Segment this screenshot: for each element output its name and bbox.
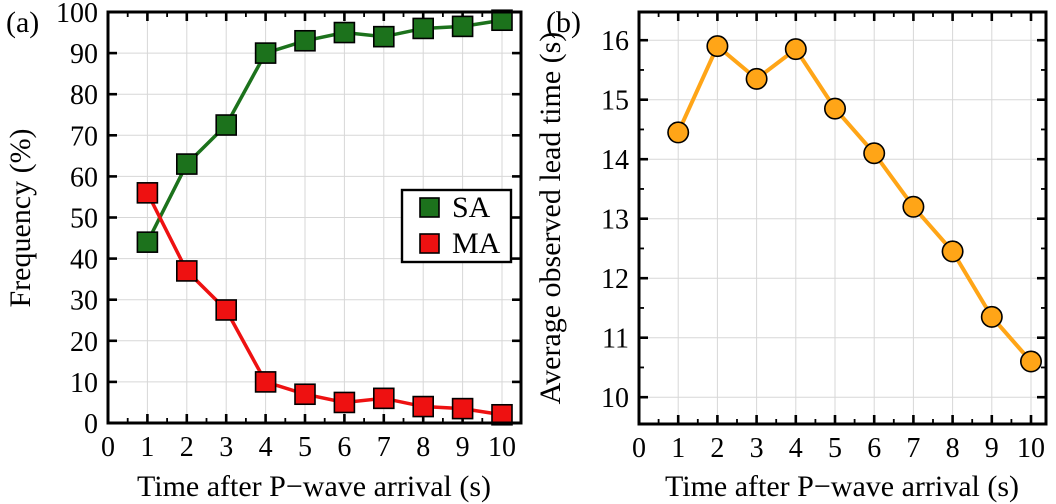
y-tick-label: 80 [70, 80, 98, 111]
lead-time-series-line [676, 42, 1033, 363]
sa-data-point [491, 9, 513, 32]
y-tick-label: 15 [601, 86, 629, 117]
x-tick-label: 5 [828, 433, 842, 464]
x-tick-label: 0 [101, 432, 115, 463]
y-tick-label: 14 [601, 145, 629, 176]
sa-data-point [294, 29, 316, 52]
x-tick-label: 9 [985, 433, 999, 464]
panel-a-xaxis-title: Time after P−wave arrival (s) [137, 470, 491, 503]
legend: SA MA [400, 188, 513, 264]
x-tick-label: 8 [416, 432, 430, 463]
legend-swatch-ma [419, 233, 440, 254]
ma-data-point [215, 299, 237, 321]
lead-time-data-point [941, 240, 964, 263]
y-tick-label: 100 [56, 0, 98, 29]
legend-label-ma: MA [452, 227, 501, 260]
sa-data-point [254, 42, 277, 64]
panel-b-label: (b) [546, 6, 581, 39]
lead-time-data-point [745, 67, 768, 90]
y-tick-label: 50 [70, 204, 98, 235]
panel-a-yaxis-title: Frequency (%) [4, 128, 37, 307]
ma-data-point [372, 387, 395, 410]
ma-data-point [333, 391, 356, 414]
y-tick-label: 40 [70, 245, 98, 276]
lead-time-data-point [1019, 350, 1042, 373]
x-tick-label: 7 [906, 433, 920, 464]
y-tick-label: 10 [601, 383, 629, 414]
y-tick-label: 16 [601, 26, 629, 57]
sa-data-point [176, 153, 198, 175]
x-tick-label: 2 [710, 433, 724, 464]
ma-data-point [254, 371, 277, 393]
y-tick-label: 12 [601, 264, 629, 295]
x-tick-label: 4 [789, 433, 803, 464]
sa-data-point [136, 231, 159, 253]
sa-series-line [145, 18, 503, 243]
y-tick-label: 70 [70, 121, 98, 152]
y-tick-label: 10 [70, 368, 98, 399]
panel-a-label: (a) [6, 6, 39, 39]
lead-time-data-point [706, 35, 729, 58]
lead-time-data-point [823, 97, 846, 120]
x-tick-label: 3 [219, 432, 233, 463]
y-tick-label: 11 [602, 324, 629, 355]
x-tick-label: 10 [1017, 433, 1045, 464]
legend-label-sa: SA [452, 191, 491, 224]
sa-data-point [215, 114, 237, 136]
lead-time-data-point [784, 38, 807, 61]
sa-data-point [451, 15, 474, 38]
ma-data-point [294, 383, 316, 406]
ma-data-point [451, 397, 474, 420]
x-tick-label: 2 [180, 432, 194, 463]
x-tick-label: 5 [298, 432, 312, 463]
sa-data-point [412, 17, 435, 40]
sa-data-point [372, 25, 395, 48]
x-tick-label: 9 [456, 432, 470, 463]
ma-series-line [145, 192, 503, 417]
x-tick-label: 1 [671, 433, 685, 464]
y-tick-label: 90 [70, 39, 98, 70]
lead-time-data-point [863, 142, 886, 165]
ma-data-point [412, 395, 435, 418]
plot-border [106, 10, 523, 425]
lead-time-data-point [667, 121, 690, 144]
ma-data-point [176, 260, 198, 282]
lead-time-data-point [902, 195, 925, 218]
y-tick-label: 0 [84, 409, 98, 440]
x-tick-label: 7 [377, 432, 391, 463]
sa-data-point [333, 21, 356, 44]
panel-b-yaxis-title: Average observed lead time (s) [534, 32, 567, 405]
x-tick-label: 1 [140, 432, 154, 463]
y-tick-label: 13 [601, 205, 629, 236]
plot-border [637, 10, 1048, 426]
x-tick-label: 4 [259, 432, 273, 463]
ma-data-point [491, 403, 513, 426]
y-tick-label: 20 [70, 327, 98, 358]
y-tick-label: 60 [70, 162, 98, 193]
x-tick-label: 10 [488, 432, 516, 463]
y-tick-label: 30 [70, 286, 98, 317]
panel-b-xaxis-title: Time after P−wave arrival (s) [665, 470, 1019, 503]
x-tick-label: 8 [946, 433, 960, 464]
ma-data-point [136, 182, 159, 204]
legend-swatch-sa [419, 197, 440, 218]
lead-time-data-point [980, 305, 1003, 328]
x-tick-label: 6 [867, 433, 881, 464]
x-tick-label: 6 [337, 432, 351, 463]
x-tick-label: 3 [750, 433, 764, 464]
x-tick-label: 0 [632, 433, 646, 464]
